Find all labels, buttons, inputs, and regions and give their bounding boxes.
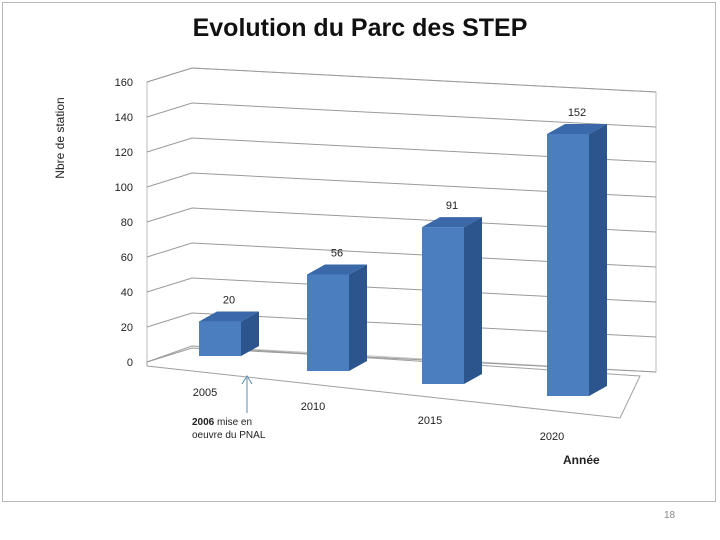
data-label-2010: 56 bbox=[331, 247, 343, 259]
gridline-120 bbox=[146, 137, 657, 163]
bar-top-2010 bbox=[307, 264, 367, 275]
bar-top-2020 bbox=[547, 123, 607, 134]
bar-2020 bbox=[547, 133, 589, 397]
bar-top-2005 bbox=[199, 311, 259, 322]
y-tick-label-40: 40 bbox=[121, 287, 133, 299]
x-tick-labels: 2005 2010 2015 2020 bbox=[193, 387, 564, 443]
floor bbox=[146, 345, 641, 419]
gridline-60 bbox=[146, 242, 657, 268]
y-tick-label-80: 80 bbox=[121, 217, 133, 229]
y-tick-label-0: 0 bbox=[127, 357, 133, 369]
data-labels: 20 56 91 152 bbox=[223, 107, 586, 307]
page-number: 18 bbox=[664, 510, 676, 521]
y-tick-labels: 0 20 40 60 80 100 120 140 160 bbox=[115, 77, 133, 369]
chart-title: Evolution du Parc des STEP bbox=[192, 14, 528, 42]
x-axis-label: Année bbox=[563, 453, 600, 467]
gridline-80 bbox=[146, 207, 657, 233]
chart-gridlines bbox=[146, 67, 657, 373]
gridline-100 bbox=[146, 172, 657, 198]
bar-side-2020 bbox=[589, 123, 607, 397]
y-tick-label-120: 120 bbox=[115, 147, 133, 159]
gridline-0 bbox=[146, 347, 657, 373]
gridline-40 bbox=[146, 277, 657, 303]
annotation-year: 2006 bbox=[192, 417, 215, 428]
x-tick-label-2015: 2015 bbox=[418, 415, 442, 427]
annotation-arrow bbox=[241, 375, 253, 413]
bar-side-2010 bbox=[349, 264, 367, 371]
y-tick-label-20: 20 bbox=[121, 322, 133, 334]
bar-top-2015 bbox=[422, 217, 482, 228]
data-label-2005: 20 bbox=[223, 295, 235, 307]
annotation-line1: mise en bbox=[217, 417, 253, 428]
x-tick-label-2010: 2010 bbox=[301, 401, 325, 413]
bar-2015 bbox=[422, 227, 464, 384]
bar-side-2005 bbox=[241, 311, 259, 356]
gridline-20 bbox=[146, 312, 657, 338]
x-tick-label-2005: 2005 bbox=[193, 387, 217, 399]
chart-bars bbox=[199, 123, 607, 397]
x-tick-label-2020: 2020 bbox=[540, 431, 564, 443]
y-tick-label-60: 60 bbox=[121, 252, 133, 264]
bar-2005 bbox=[199, 321, 241, 356]
bar-side-2015 bbox=[464, 217, 482, 384]
annotation-note: 2006 mise en oeuvre du PNAL bbox=[192, 416, 265, 442]
data-label-2020: 152 bbox=[568, 107, 586, 119]
y-tick-label-100: 100 bbox=[115, 182, 133, 194]
y-tick-label-140: 140 bbox=[115, 112, 133, 124]
y-tick-label-160: 160 bbox=[115, 77, 133, 89]
gridline-140 bbox=[146, 102, 657, 128]
bar-2010 bbox=[307, 274, 349, 371]
gridline-160 bbox=[146, 67, 657, 93]
data-label-2015: 91 bbox=[446, 200, 458, 212]
annotation-line2: oeuvre du PNAL bbox=[192, 430, 266, 441]
